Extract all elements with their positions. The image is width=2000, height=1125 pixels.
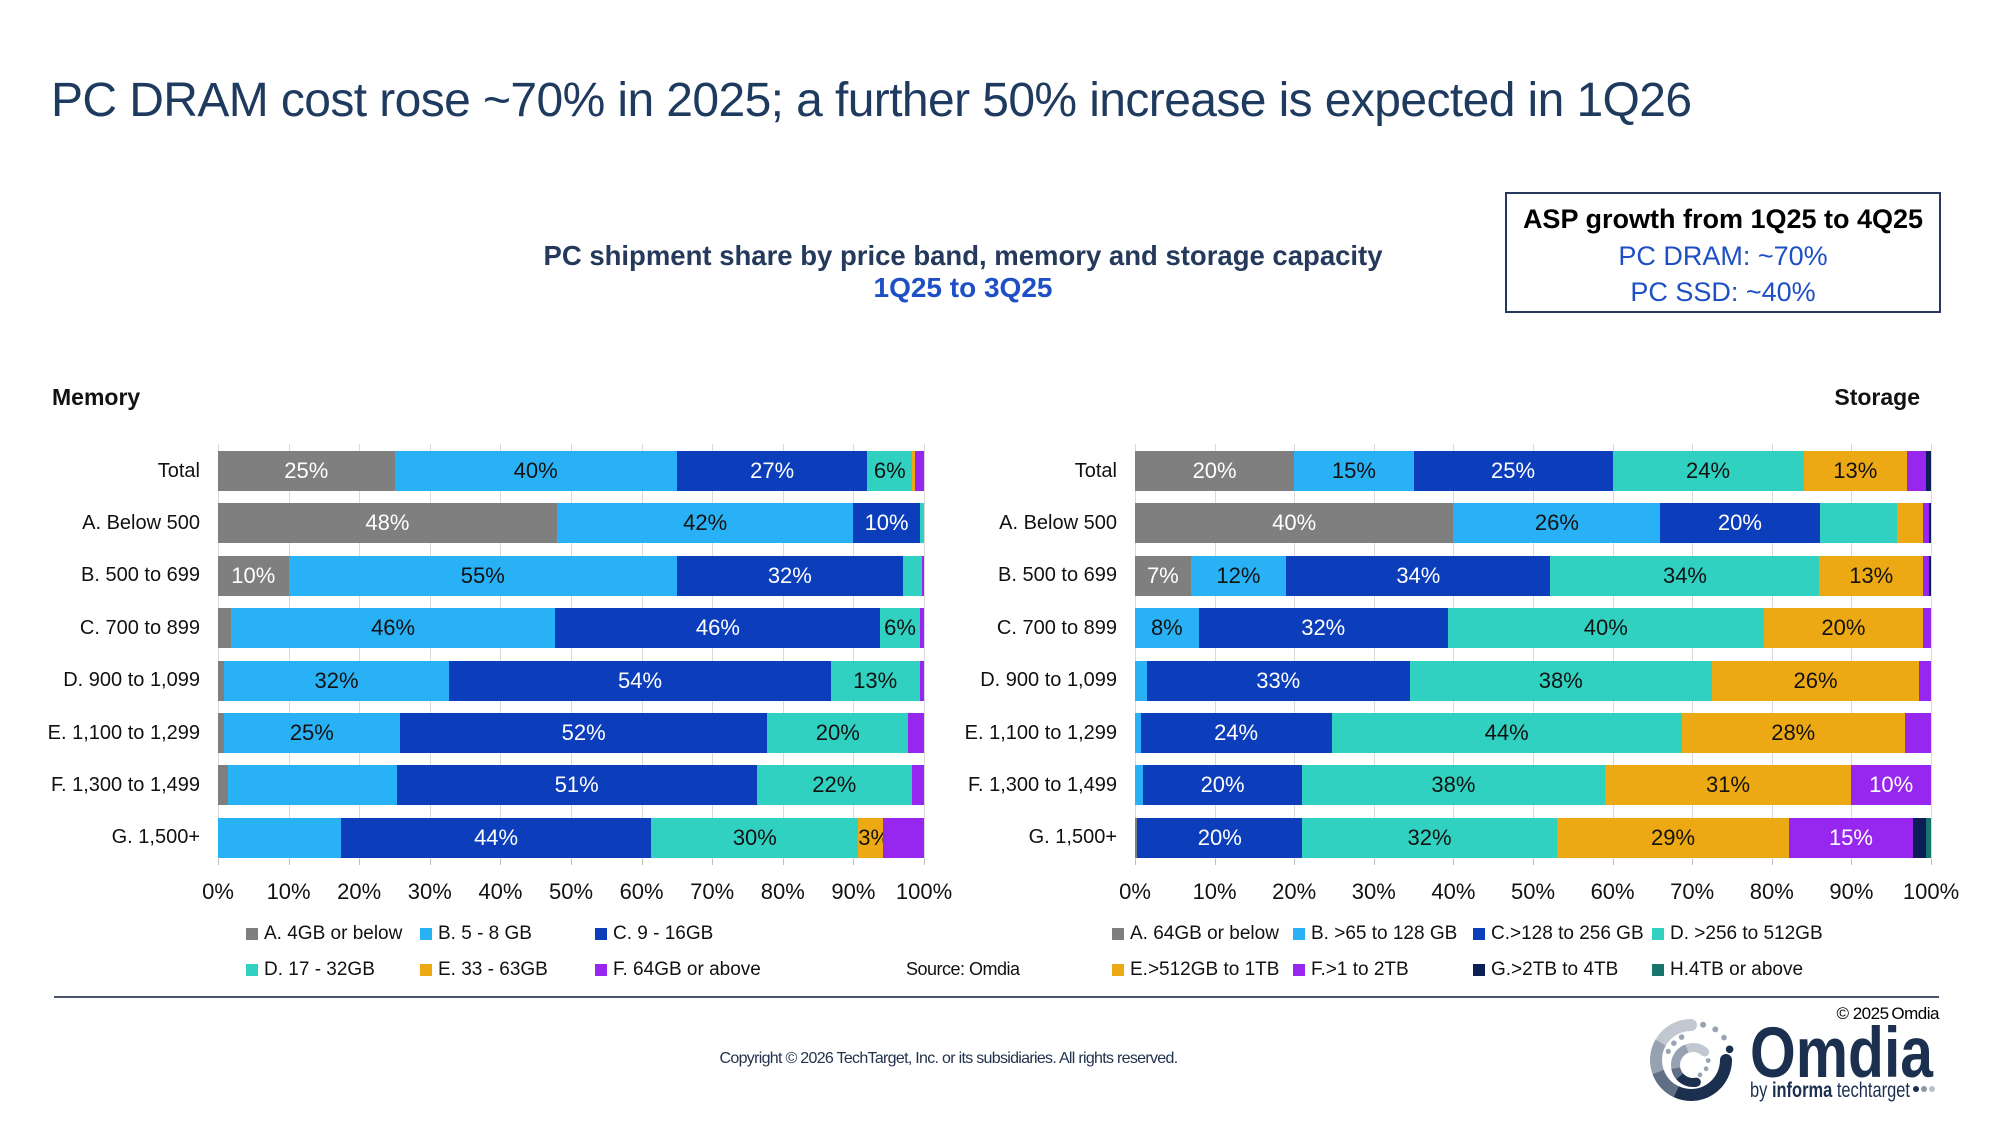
svg-text:Omdia: Omdia [1750, 1014, 1933, 1093]
svg-text:by informa techtarget: by informa techtarget [1750, 1079, 1910, 1102]
